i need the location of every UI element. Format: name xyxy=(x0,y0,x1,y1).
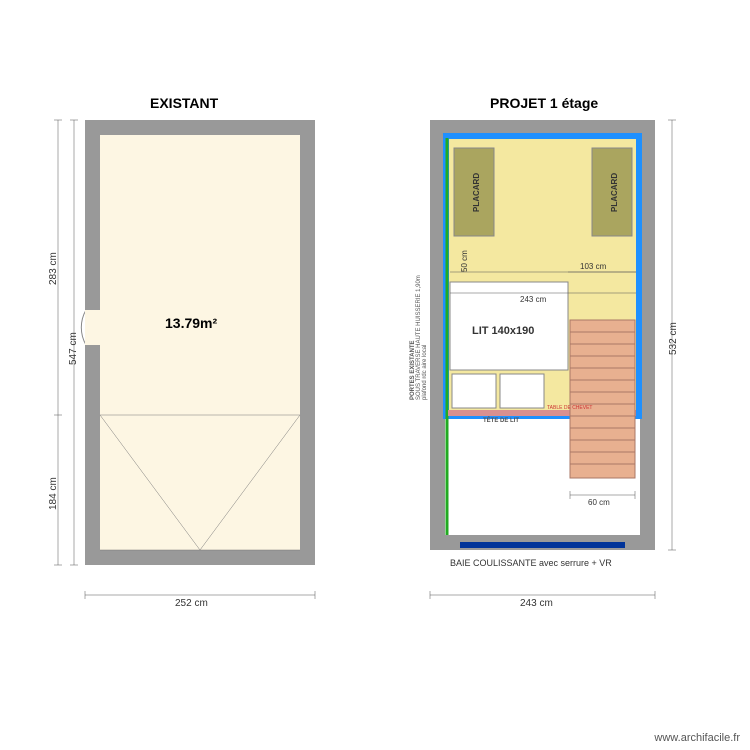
bed-label: LIT 140x190 xyxy=(472,325,534,337)
projet-title: PROJET 1 étage xyxy=(490,95,598,111)
dim-243-bottom: 243 cm xyxy=(520,598,553,609)
baie-label: BAIE COULISSANTE avec serrure + VR xyxy=(450,558,612,568)
dim-532: 532 cm xyxy=(668,322,679,355)
placard-left-label: PLACARD xyxy=(472,173,481,212)
table-chevet-label: TABLE DE CHEVET xyxy=(547,405,592,411)
stair-dim-60: 60 cm xyxy=(588,498,610,507)
headboard-label: TÊTE DE LIT xyxy=(483,418,519,424)
porte-note-l3: plafond rdc aire local xyxy=(422,275,428,400)
watermark: www.archifacile.fr xyxy=(654,732,740,744)
porte-note: PORTES EXISTANTE SOUS TRAVERSE HAUTE HUI… xyxy=(410,275,428,400)
dim-103: 103 cm xyxy=(580,262,606,271)
stairs xyxy=(570,320,635,478)
dim-50: 50 cm xyxy=(460,250,469,272)
placard-right-label: PLACARD xyxy=(610,173,619,212)
dim-243-inner: 243 cm xyxy=(520,295,546,304)
plan-projet xyxy=(0,0,750,750)
